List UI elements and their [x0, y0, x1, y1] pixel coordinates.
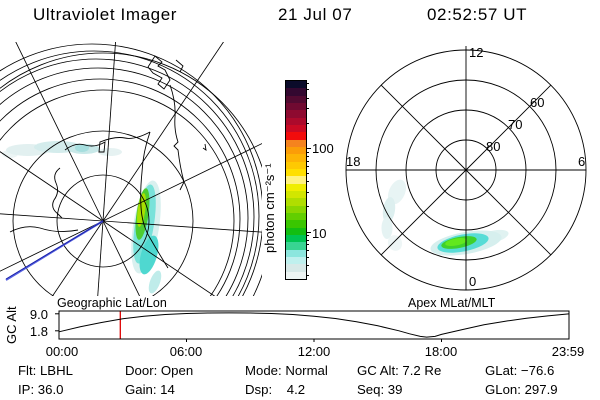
colorbar-tick — [306, 235, 309, 237]
colorbar-step — [286, 242, 306, 250]
colorbar-tick — [306, 191, 309, 193]
colorbar-step — [286, 132, 306, 140]
orbit-track-line — [5, 220, 104, 281]
colorbar-step — [286, 168, 306, 177]
colorbar-tick — [306, 122, 309, 124]
colorbar-tick — [306, 97, 309, 99]
polar-labels: 12 18 6 0 60 70 80 — [346, 45, 585, 289]
geo-map-panel — [0, 42, 262, 296]
colorbar-step — [286, 95, 306, 103]
status-gain: Gain: 14 — [125, 382, 175, 397]
colorbar-tick — [306, 82, 309, 84]
colorbar-step — [286, 212, 306, 221]
altitude-strip-chart — [55, 310, 570, 342]
strip-chart-frame — [58, 310, 570, 340]
colorbar-step — [286, 146, 306, 155]
status-dsp: Dsp: 4.2 — [245, 382, 306, 397]
status-glat: GLat: −76.6 — [485, 363, 555, 378]
xtick-1200: 12:00 — [297, 344, 331, 359]
colorbar-step — [286, 198, 306, 206]
colorbar-step — [286, 124, 306, 133]
colorbar-tick-label-10: 10 — [312, 226, 327, 241]
mlt-label-6: 6 — [578, 154, 585, 169]
apex-polar-title: Apex MLat/MLT — [408, 296, 496, 310]
ytick-1-8: 1.8 — [29, 324, 48, 339]
colorbar-step — [286, 190, 306, 199]
mlat-mlt-grid — [345, 46, 587, 291]
colorbar-step — [286, 81, 306, 89]
colorbar-step — [286, 176, 306, 184]
colorbar-step — [286, 234, 306, 243]
colorbar-step — [286, 249, 306, 257]
colorbar-tick — [306, 107, 309, 109]
colorbar-tick — [306, 155, 309, 157]
colorbar-tick — [306, 239, 309, 241]
mlat-label-80: 80 — [486, 139, 500, 154]
colorbar-step — [286, 220, 306, 228]
mlt-label-18: 18 — [346, 154, 360, 169]
colorbar-step — [286, 88, 306, 96]
colorbar-tick — [306, 173, 309, 174]
colorbar-step — [286, 154, 306, 162]
colorbar-step — [286, 110, 306, 118]
strip-chart-ylabel: GC Alt — [4, 306, 19, 344]
colorbar-tick — [306, 89, 309, 91]
status-gc-alt: GC Alt: 7.2 Re — [357, 363, 442, 378]
colorbar-tick — [306, 256, 309, 258]
strip-chart-ticks — [55, 313, 442, 342]
status-mode: Mode: Normal — [245, 363, 328, 378]
colorbar-tick — [306, 275, 309, 277]
status-glon: GLon: 297.9 — [485, 382, 558, 397]
colorbar-step — [286, 117, 306, 125]
xtick-2359: 23:59 — [551, 344, 585, 359]
colorbar-tick — [306, 151, 309, 153]
status-door: Door: Open — [125, 363, 194, 378]
geo-map-title: Geographic Lat/Lon — [57, 296, 167, 310]
colorbar-tick — [306, 244, 309, 246]
colorbar-step — [286, 227, 306, 235]
colorbar-tick — [306, 160, 309, 162]
colorbar-ticks — [306, 81, 314, 279]
apex-polar-panel: 12 18 6 0 60 70 80 — [345, 45, 587, 291]
colorbar-tick — [306, 250, 309, 251]
colorbar-tick — [306, 231, 311, 233]
xtick-1800: 18:00 — [424, 344, 458, 359]
colorbar-tick — [306, 166, 309, 168]
colorbar-step — [286, 183, 306, 191]
page-title: Ultraviolet Imager — [33, 5, 178, 24]
colorbar-step — [286, 205, 306, 213]
altitude-curve — [58, 312, 569, 338]
latlon-grid — [0, 42, 262, 296]
coastlines — [9, 55, 207, 269]
colorbar-tick — [306, 206, 309, 208]
colorbar-axis-label: photon cm⁻²s⁻¹ — [262, 163, 277, 253]
colorbar-tick — [306, 147, 311, 149]
ytick-9: 9.0 — [29, 307, 48, 322]
colorbar-step — [286, 264, 306, 272]
xtick-0600: 06:00 — [169, 344, 203, 359]
apex-aurora-emission — [381, 179, 509, 256]
colorbar-tick — [306, 264, 309, 266]
colorbar-step — [286, 102, 306, 111]
colorbar-tick-label-100: 100 — [312, 141, 334, 156]
header-time: 02:52:57 UT — [427, 5, 528, 24]
colorbar-step — [286, 271, 306, 279]
colorbar — [285, 80, 307, 280]
colorbar-step — [286, 161, 306, 169]
header-date: 21 Jul 07 — [278, 5, 353, 24]
status-seq: Seq: 39 — [357, 382, 403, 397]
mlat-label-60: 60 — [530, 95, 544, 110]
mlt-label-0: 0 — [469, 274, 476, 289]
mlat-label-70: 70 — [508, 117, 522, 132]
colorbar-step — [286, 139, 306, 147]
colorbar-step — [286, 256, 306, 265]
mlt-label-12: 12 — [469, 45, 483, 60]
xtick-0000: 00:00 — [45, 344, 79, 359]
colorbar-tick — [306, 181, 309, 183]
status-ip: IP: 36.0 — [18, 382, 64, 397]
status-flt: Flt: LBHL — [18, 363, 73, 378]
